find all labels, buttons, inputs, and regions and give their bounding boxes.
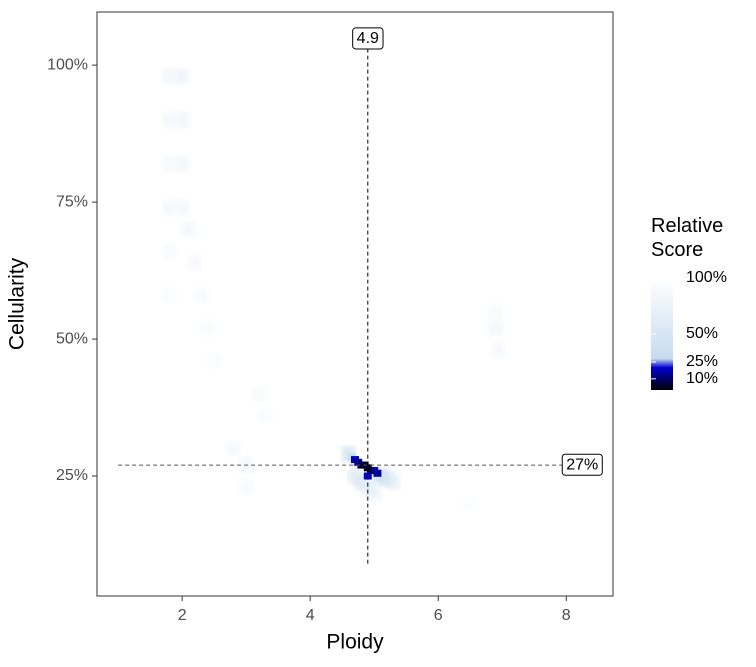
heat-cell xyxy=(492,342,507,359)
heat-cell xyxy=(488,303,503,320)
legend-tick-label: 25% xyxy=(686,353,718,370)
heat-cell xyxy=(181,221,196,238)
y-tick-label: 75% xyxy=(56,193,88,210)
heat-cell xyxy=(162,287,177,304)
heat-cell xyxy=(175,111,190,128)
heat-cell xyxy=(488,320,503,337)
heat-cell xyxy=(226,440,241,457)
heat-cell xyxy=(251,385,266,402)
x-tick-label: 4 xyxy=(306,607,315,624)
heat-cell xyxy=(162,243,177,260)
heat-cell xyxy=(162,68,177,85)
heat-cell xyxy=(187,254,202,271)
heat-cell xyxy=(175,199,190,216)
plot-area xyxy=(96,11,614,597)
heat-cell xyxy=(175,68,190,85)
legend-colorbar xyxy=(651,278,673,390)
legend-tick-label: 50% xyxy=(686,325,718,342)
legend-tick-label: 100% xyxy=(686,269,727,286)
x-tick-label: 2 xyxy=(178,607,187,624)
heat-cell xyxy=(162,199,177,216)
heat-cell xyxy=(200,320,215,337)
annotation-box xyxy=(561,453,603,476)
heat-cell xyxy=(463,495,478,512)
heat-cell xyxy=(363,464,372,472)
heat-cell xyxy=(373,469,382,477)
heat-cell xyxy=(175,155,190,172)
heat-cell xyxy=(207,352,222,369)
y-tick-label: 25% xyxy=(56,467,88,484)
legend-title: Relative Score xyxy=(651,215,724,261)
x-tick-label: 8 xyxy=(562,607,571,624)
y-tick-label: 100% xyxy=(47,56,88,73)
x-axis-title: Ploidy xyxy=(326,631,384,654)
legend-tick-label: 10% xyxy=(686,370,718,387)
heat-cell xyxy=(194,287,209,304)
heat-cell xyxy=(258,407,273,424)
y-tick-label: 50% xyxy=(56,330,88,347)
annotation-label: 27% xyxy=(566,456,598,473)
heat-cell xyxy=(239,478,254,495)
annotation-box xyxy=(352,27,384,50)
heat-cell xyxy=(162,111,177,128)
heat-cell xyxy=(162,155,177,172)
x-tick-label: 6 xyxy=(434,607,443,624)
y-axis-title: Cellularity xyxy=(6,257,29,350)
annotation-label: 4.9 xyxy=(357,30,379,47)
